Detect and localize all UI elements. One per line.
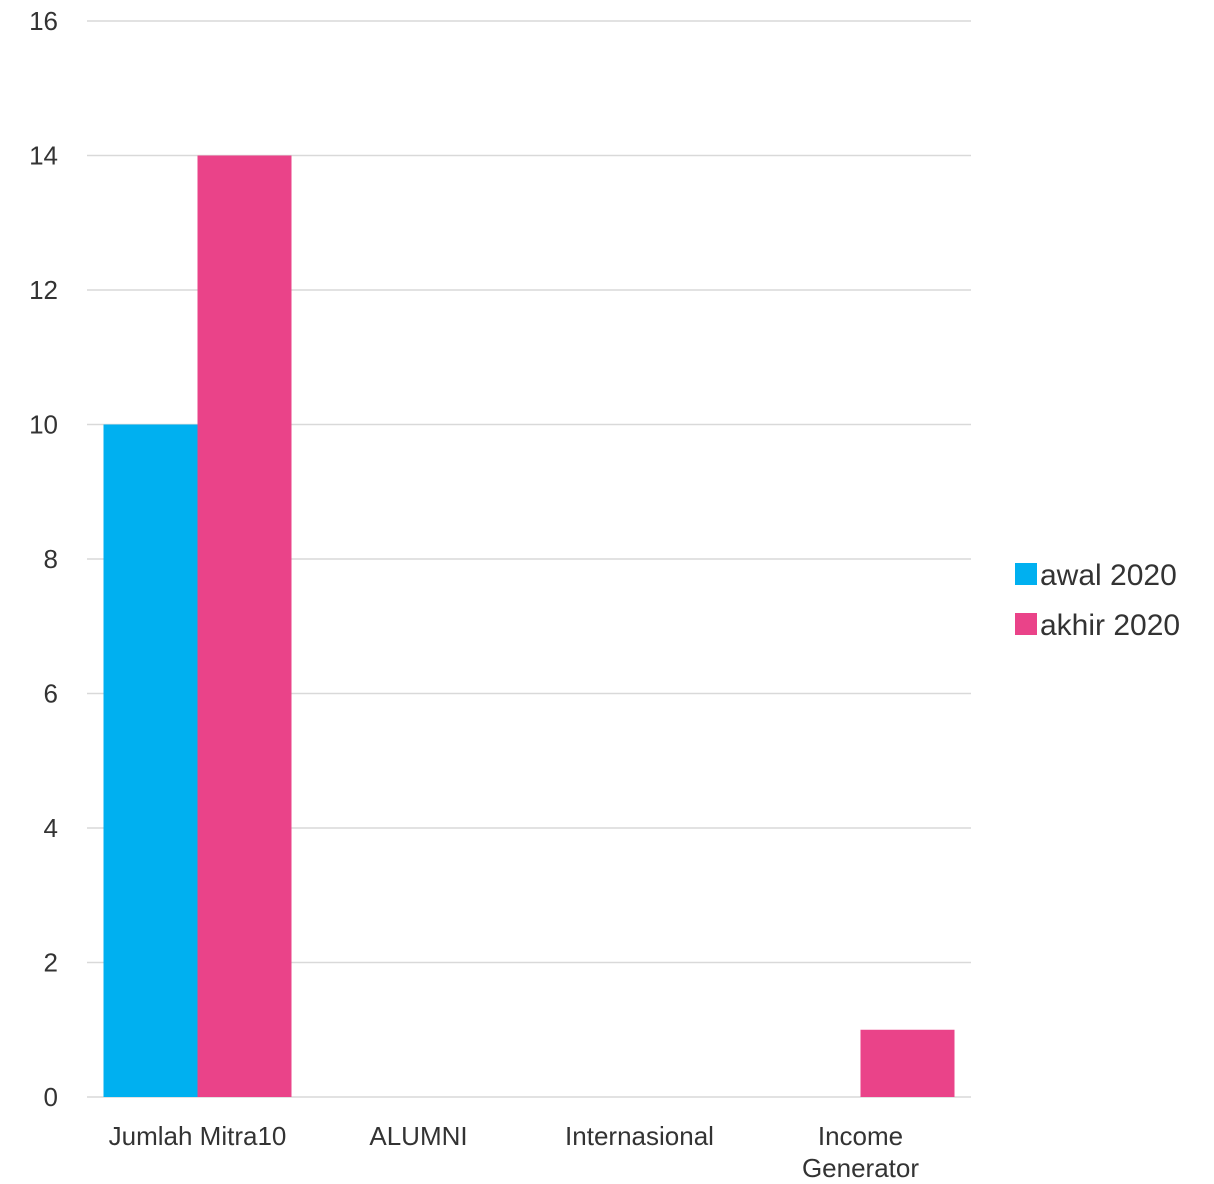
x-category-label: Jumlah Mitra10 <box>109 1121 287 1151</box>
bar-akhir-2020-3 <box>860 1029 955 1097</box>
legend-label: akhir 2020 <box>1040 609 1180 642</box>
x-category-label-line: Jumlah Mitra10 <box>109 1121 287 1151</box>
y-tick-label: 8 <box>44 544 58 574</box>
legend: awal 2020 akhir 2020 <box>1015 559 1180 642</box>
legend-swatch <box>1015 613 1037 635</box>
legend-swatch <box>1015 563 1037 585</box>
bars-layer <box>103 155 955 1097</box>
y-axis-tick-labels: 0 2 4 6 8 10 12 14 16 <box>29 6 58 1112</box>
y-tick-label: 14 <box>29 141 58 171</box>
bar-akhir-2020-0 <box>197 155 292 1097</box>
x-axis-category-labels: Jumlah Mitra10 ALUMNI Internasional Income G… <box>109 1121 920 1183</box>
y-tick-label: 6 <box>44 679 58 709</box>
x-category-label-line: Generator <box>802 1153 919 1183</box>
x-category-label-line: Internasional <box>565 1121 714 1151</box>
y-tick-label: 2 <box>44 948 58 978</box>
x-category-label-line: Income <box>818 1121 903 1151</box>
bar-awal-2020-0 <box>103 424 198 1097</box>
y-tick-label: 16 <box>29 6 58 36</box>
x-category-label-line: ALUMNI <box>369 1121 467 1151</box>
x-category-label: ALUMNI <box>369 1121 467 1151</box>
y-tick-label: 4 <box>44 813 58 843</box>
y-tick-label: 0 <box>44 1082 58 1112</box>
y-tick-label: 12 <box>29 275 58 305</box>
x-category-label: Internasional <box>565 1121 714 1151</box>
y-tick-label: 10 <box>29 410 58 440</box>
x-category-label: Income Generator <box>802 1121 919 1183</box>
legend-label: awal 2020 <box>1040 559 1177 592</box>
